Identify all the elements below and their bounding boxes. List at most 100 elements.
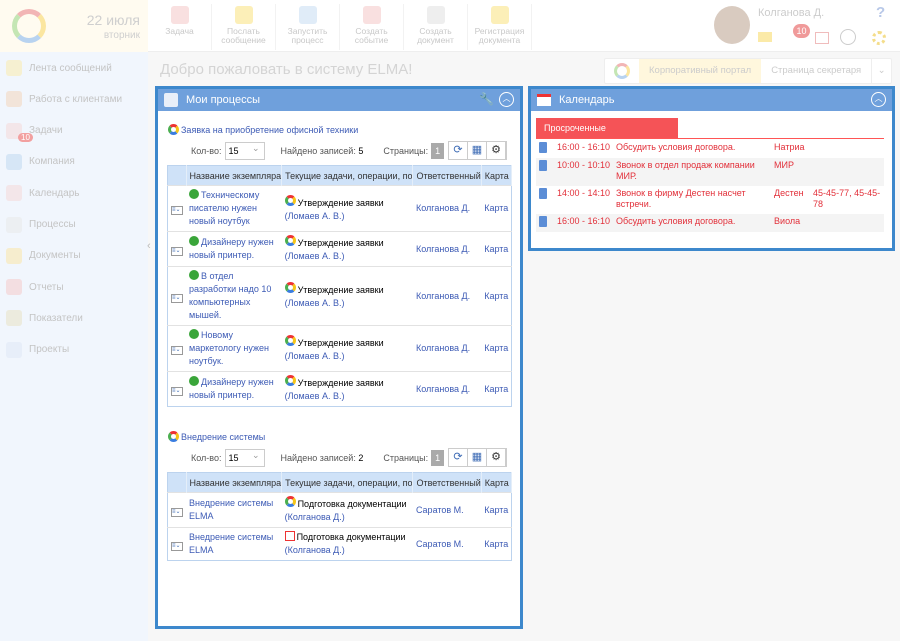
sidebar-item[interactable]: Задачи 10	[6, 121, 63, 142]
sidebar-item[interactable]: Процессы	[6, 215, 76, 235]
sidebar-item[interactable]: Работа с клиентами	[6, 89, 122, 109]
event-company[interactable]: Виола	[774, 216, 801, 226]
process-group-link[interactable]: Внедрение системы	[168, 431, 265, 442]
task-name[interactable]: Утверждение заявки	[297, 238, 384, 248]
sidebar-item[interactable]: Проекты	[6, 340, 69, 360]
sidebar-item[interactable]: Календарь	[6, 183, 79, 203]
event-row[interactable]: 10:00 - 10:10 Звонок в отдел продаж комп…	[536, 158, 884, 186]
row-menu-icon[interactable]: ≡⌄	[171, 246, 183, 256]
refresh-icon[interactable]: ⟳	[449, 142, 468, 159]
column-header[interactable]: Название экземпляра	[186, 165, 283, 186]
chevron-down-icon[interactable]	[840, 29, 856, 45]
task-user-link[interactable]: (Ломаев А. В.)	[284, 391, 345, 401]
process-group-name[interactable]: Внедрение системы	[181, 431, 266, 442]
page-size-select[interactable]: 15	[224, 142, 265, 160]
event-subject[interactable]: Обсудить условия договора.	[616, 216, 736, 226]
responsible-link[interactable]: Колганова Д.	[415, 343, 471, 353]
event-subject[interactable]: Обсудить условия договора.	[616, 142, 736, 152]
instance-link[interactable]: Дизайнеру нужен новый принтер.	[189, 237, 274, 260]
gear-icon[interactable]: ⚙	[487, 142, 506, 159]
column-header[interactable]: Текущие задачи, операции, по	[281, 472, 414, 493]
task-name[interactable]: Утверждение заявки	[297, 337, 384, 348]
toolbar-document-button[interactable]: Создать документ	[404, 4, 468, 50]
task-name[interactable]: Подготовка документации	[296, 532, 406, 542]
avatar[interactable]	[714, 6, 750, 44]
map-link[interactable]: Карта	[484, 290, 509, 301]
page-size-select[interactable]: 15	[224, 449, 265, 467]
map-link[interactable]: Карта	[484, 343, 509, 353]
columns-icon[interactable]: ▦	[468, 142, 487, 159]
logo[interactable]	[0, 0, 148, 52]
sidebar-item[interactable]: Лента сообщений	[6, 58, 112, 78]
toolbar-process-button[interactable]: Запустить процесс	[276, 4, 340, 50]
page-button[interactable]: 1	[431, 143, 445, 159]
map-link[interactable]: Карта	[484, 203, 509, 213]
responsible-link[interactable]: Колганова Д.	[415, 203, 471, 213]
task-name[interactable]: Утверждение заявки	[297, 197, 384, 208]
responsible-link[interactable]: Саратов М.	[415, 538, 464, 549]
task-user-link[interactable]: (Колганова Д.)	[284, 545, 345, 555]
sidebar-item[interactable]: Показатели	[6, 308, 83, 328]
event-company[interactable]: Натриа	[774, 142, 805, 152]
instance-link[interactable]: Внедрение системы ELMA	[189, 532, 274, 555]
event-subject[interactable]: Звонок в отдел продаж компании МИР.	[616, 160, 755, 181]
row-menu-icon[interactable]: ≡⌄	[171, 293, 183, 303]
tab-secretary-page[interactable]: Страница секретаря	[761, 59, 873, 83]
column-header[interactable]: Текущие задачи, операции, по	[281, 165, 414, 186]
mail-icon[interactable]	[758, 32, 772, 42]
task-name[interactable]: Утверждение заявки	[297, 285, 384, 295]
collapse-sidebar-icon[interactable]: ‹	[147, 240, 151, 252]
columns-icon[interactable]: ▦	[468, 449, 487, 466]
instance-link[interactable]: Техническому писателю нужен новый ноутбу…	[189, 190, 260, 226]
column-header[interactable]: Ответственный	[412, 472, 482, 493]
map-link[interactable]: Карта	[484, 383, 509, 394]
help-icon[interactable]: ?	[876, 4, 886, 21]
task-user-link[interactable]: (Ломаев А. В.)	[284, 251, 345, 261]
wrench-icon[interactable]: 🔧	[479, 92, 494, 106]
user-name[interactable]: Колганова Д.	[758, 7, 825, 19]
gear-icon[interactable]: ⚙	[487, 449, 506, 466]
row-menu-icon[interactable]: ≡⌄	[171, 346, 183, 355]
calendar-icon[interactable]	[815, 32, 829, 44]
map-link[interactable]: Карта	[484, 504, 509, 515]
responsible-link[interactable]: Саратов М.	[415, 504, 464, 515]
map-link[interactable]: Карта	[484, 538, 509, 549]
task-name[interactable]: Подготовка документации	[297, 499, 407, 509]
gear-icon[interactable]	[872, 31, 886, 45]
task-user-link[interactable]: (Ломаев А. В.)	[284, 210, 345, 221]
column-header[interactable]: Название экземпляра	[186, 472, 283, 493]
tab-corporate-portal[interactable]: Корпоративный портал	[639, 59, 762, 83]
collapse-icon[interactable]: ︿	[871, 92, 886, 107]
refresh-icon[interactable]: ⟳	[449, 449, 468, 466]
process-group-name[interactable]: Заявка на приобретение офисной техники	[181, 124, 359, 135]
responsible-link[interactable]: Колганова Д.	[415, 383, 471, 394]
tasks-badge[interactable]: 10	[793, 24, 810, 38]
task-user-link[interactable]: (Ломаев А. В.)	[284, 350, 345, 361]
instance-link[interactable]: Новому маркетологу нужен ноутбук.	[189, 330, 269, 366]
row-menu-icon[interactable]: ≡⌄	[171, 541, 183, 551]
sidebar-item[interactable]: Отчеты	[6, 277, 64, 297]
task-user-link[interactable]: (Колганова Д.)	[284, 512, 345, 522]
map-link[interactable]: Карта	[484, 243, 509, 254]
responsible-link[interactable]: Колганова Д.	[415, 290, 471, 301]
sidebar-item[interactable]: Компания	[6, 152, 75, 172]
tabs-dropdown[interactable]: ⌄	[877, 65, 886, 76]
tab-overdue[interactable]: Просроченные	[536, 118, 678, 138]
event-subject[interactable]: Звонок в фирму Дестен насчет встречи.	[616, 188, 746, 209]
instance-link[interactable]: Внедрение системы ELMA	[189, 498, 274, 521]
event-row[interactable]: 14:00 - 14:10 Звонок в фирму Дестен насч…	[536, 186, 884, 214]
page-button[interactable]: 1	[431, 450, 445, 466]
collapse-icon[interactable]: ︿	[499, 92, 514, 107]
toolbar-task-button[interactable]: Задача	[148, 4, 212, 50]
event-company[interactable]: МИР	[774, 160, 795, 170]
column-header[interactable]: Ответственный	[412, 165, 482, 186]
column-header[interactable]: Карта	[481, 165, 513, 186]
toolbar-mail-button[interactable]: Послать сообщение	[212, 4, 276, 50]
process-group-link[interactable]: Заявка на приобретение офисной техники	[168, 124, 358, 135]
column-header[interactable]: Карта	[481, 472, 513, 493]
task-name[interactable]: Утверждение заявки	[297, 378, 384, 388]
task-user-link[interactable]: (Ломаев А. В.)	[284, 298, 345, 308]
toolbar-register-button[interactable]: Регистрация документа	[468, 4, 532, 50]
instance-link[interactable]: Дизайнеру нужен новый принтер.	[189, 377, 274, 400]
row-menu-icon[interactable]: ≡⌄	[171, 507, 183, 517]
